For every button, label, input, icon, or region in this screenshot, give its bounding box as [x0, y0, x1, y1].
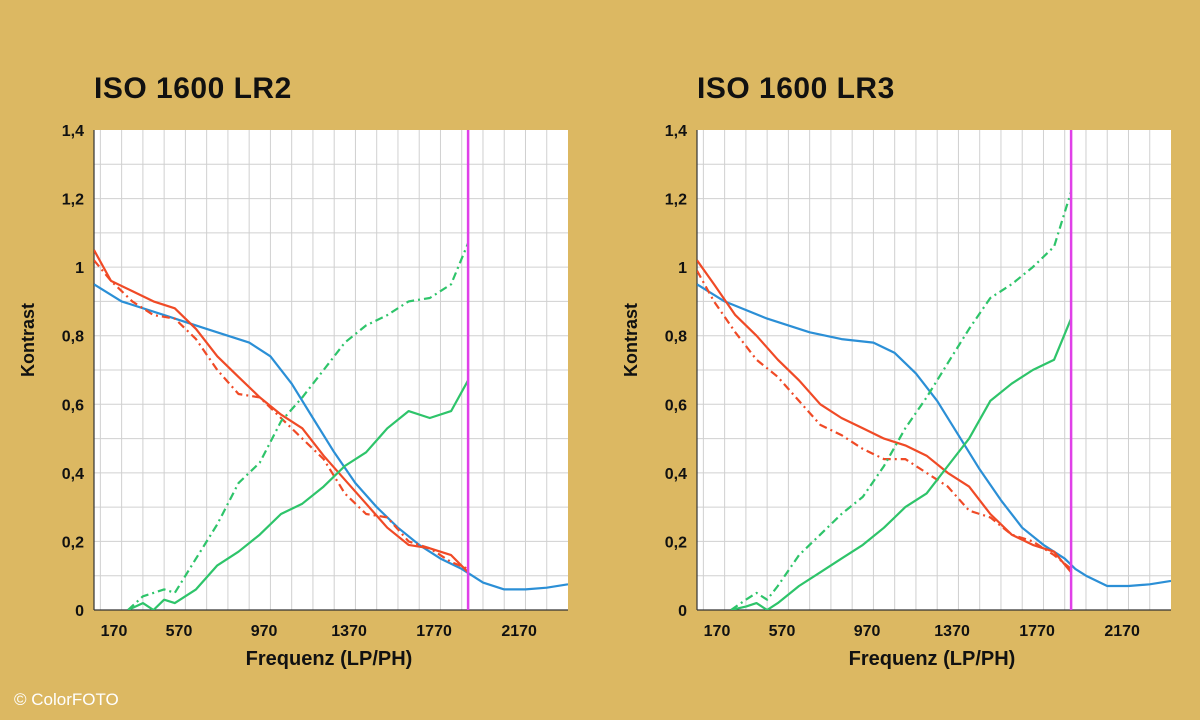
chart-panel-1: 0 0,2 0,4 0,6 0,8 1 1,2 1,4 170 570 970 1370 1770 217… [18, 123, 568, 670]
series-red-dashdot [94, 259, 469, 570]
series-blue-solid [697, 283, 1171, 588]
y-tick-label: 0,6 [62, 397, 84, 414]
series-green-solid [730, 318, 1073, 610]
y-tick-label: 1,2 [62, 192, 84, 209]
x-tick-label: 1370 [331, 623, 367, 640]
copyright-credit: © ColorFOTO [14, 690, 119, 709]
series-red-solid [697, 259, 1072, 574]
y-axis-label: Kontrast [18, 303, 38, 377]
chart-title-right: ISO 1600 LR3 [697, 72, 895, 105]
y-tick-label: 0,8 [665, 329, 687, 346]
x-tick-label: 170 [101, 623, 128, 640]
series-red-solid [94, 249, 469, 574]
chart-panel-2: 0 0,2 0,4 0,6 0,8 1 1,2 1,4 170 570 970 1370 1770 217… [621, 123, 1171, 670]
y-tick-label: 0,4 [665, 466, 687, 483]
y-tick-label: 0,4 [62, 466, 84, 483]
y-tick-label: 0 [75, 603, 84, 620]
x-axis-label: Frequenz (LP/PH) [849, 648, 1016, 670]
x-tick-label: 1770 [416, 623, 452, 640]
y-tick-label: 1 [678, 260, 687, 277]
y-tick-label: 0,8 [62, 329, 84, 346]
y-tick-label: 1 [75, 260, 84, 277]
x-tick-label: 570 [769, 623, 796, 640]
y-tick-label: 0,2 [62, 534, 84, 551]
y-tick-label: 0,6 [665, 397, 687, 414]
series-green-solid [127, 379, 470, 610]
x-tick-label: 1770 [1019, 623, 1055, 640]
series-blue-solid [94, 283, 568, 591]
y-axis-label: Kontrast [621, 303, 641, 377]
series-green-dashdot [730, 191, 1073, 610]
x-tick-label: 970 [251, 623, 278, 640]
y-tick-label: 0 [678, 603, 687, 620]
series-green-dashdot [127, 242, 470, 610]
y-tick-label: 1,4 [665, 123, 687, 140]
x-tick-label: 2170 [501, 623, 537, 640]
x-tick-label: 170 [704, 623, 731, 640]
x-tick-label: 1370 [934, 623, 970, 640]
x-tick-label: 570 [166, 623, 193, 640]
y-tick-label: 0,2 [665, 534, 687, 551]
y-tick-label: 1,2 [665, 192, 687, 209]
x-tick-label: 2170 [1104, 623, 1140, 640]
series-red-dashdot [697, 270, 1072, 570]
x-axis-label: Frequenz (LP/PH) [246, 648, 413, 670]
x-tick-label: 970 [854, 623, 881, 640]
y-tick-label: 1,4 [62, 123, 84, 140]
chart-title-left: ISO 1600 LR2 [94, 72, 292, 105]
